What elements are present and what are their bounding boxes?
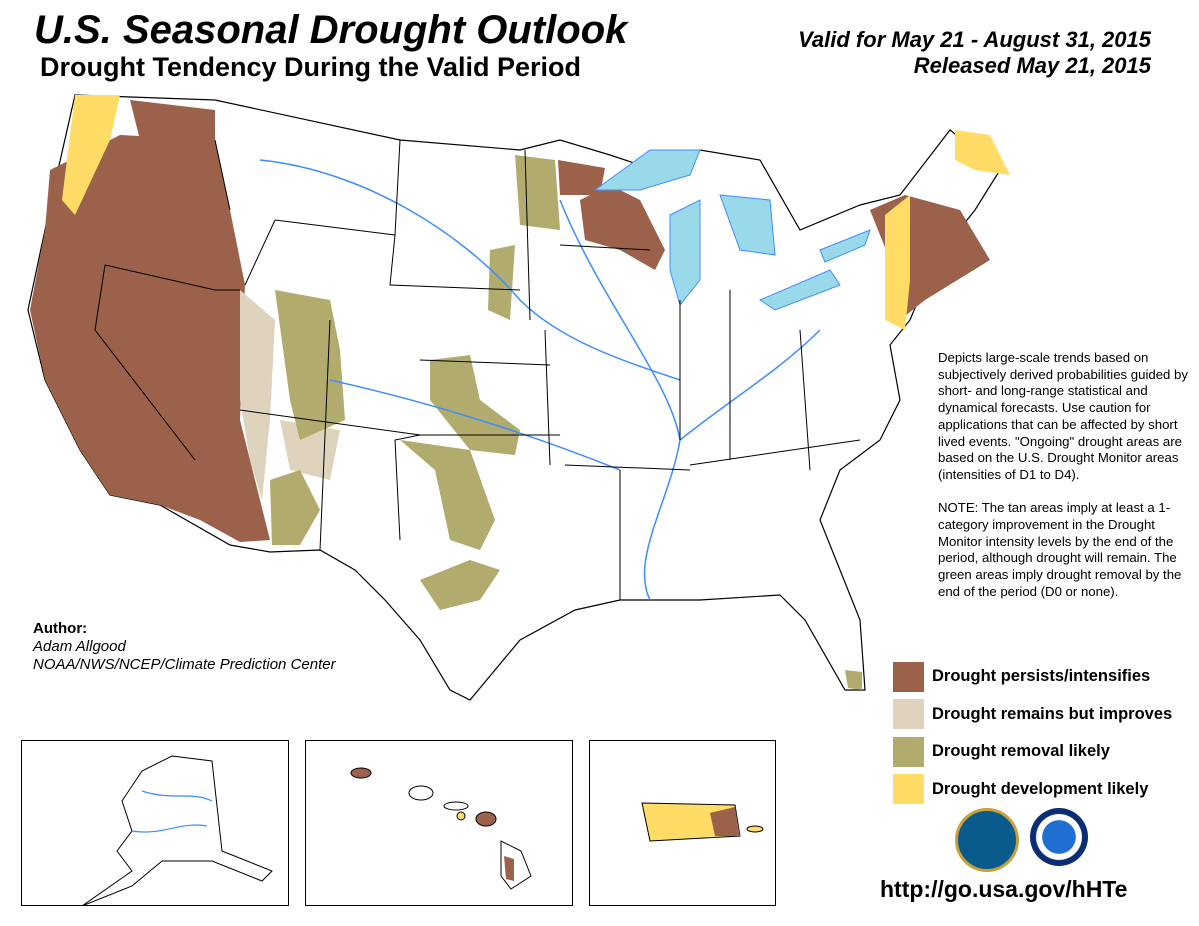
drought-removal-fl <box>845 670 862 690</box>
drought-removal-co <box>275 290 345 440</box>
inset-hawaii <box>305 740 573 906</box>
inset-puerto-rico <box>589 740 776 906</box>
drought-removal-az <box>270 470 320 545</box>
legend: Drought persists/intensifies Drought rem… <box>893 658 1172 808</box>
legend-item-improves: Drought remains but improves <box>893 696 1172 734</box>
author-heading: Author: <box>33 620 88 637</box>
page-title: U.S. Seasonal Drought Outlook <box>34 8 628 52</box>
river-arkansas <box>329 379 621 471</box>
legend-item-removal: Drought removal likely <box>893 733 1172 771</box>
drought-persists-mn <box>558 160 605 195</box>
author-block: Author: Adam Allgood NOAA/NWS/NCEP/Clima… <box>33 620 336 674</box>
state-borders <box>94 139 861 600</box>
drought-development-wa <box>62 95 120 215</box>
drought-removal-sd <box>488 245 515 320</box>
outlook-url-link[interactable]: http://go.usa.gov/hHTe <box>880 876 1128 902</box>
page-subtitle: Drought Tendency During the Valid Period <box>40 52 582 82</box>
explanatory-note: Depicts large-scale trends based on subj… <box>938 350 1198 617</box>
legend-label: Drought persists/intensifies <box>932 667 1151 686</box>
valid-period: Valid for May 21 - August 31, 2015 <box>798 27 1151 52</box>
drought-removal-txs <box>420 560 500 610</box>
release-date: Released May 21, 2015 <box>913 53 1151 78</box>
drought-persists-wi <box>580 185 665 270</box>
drought-removal-nd <box>515 155 560 230</box>
author-organization: NOAA/NWS/NCEP/Climate Prediction Center <box>33 656 336 673</box>
inset-alaska <box>21 740 289 906</box>
legend-swatch-development <box>893 774 924 805</box>
river-mississippi <box>559 199 681 601</box>
hawaii-map <box>350 767 532 890</box>
drought-removal-tx <box>400 440 495 550</box>
legend-swatch-persists <box>893 661 924 692</box>
legend-item-persists: Drought persists/intensifies <box>893 658 1172 696</box>
alaska-map <box>82 755 273 905</box>
legend-item-development: Drought development likely <box>893 771 1172 809</box>
doc-seal-icon <box>955 808 1019 872</box>
puerto-rico-map <box>641 802 764 842</box>
note-paragraph-1: Depicts large-scale trends based on subj… <box>938 350 1188 482</box>
drought-development-ny <box>885 195 910 330</box>
noaa-logo-icon <box>1030 808 1088 866</box>
drought-development-me <box>955 130 1010 175</box>
legend-label: Drought remains but improves <box>932 704 1173 723</box>
legend-swatch-improves <box>893 699 924 730</box>
legend-label: Drought removal likely <box>932 742 1110 761</box>
author-name: Adam Allgood <box>33 638 126 655</box>
river-missouri <box>259 159 681 381</box>
drought-removal-ks <box>430 355 520 455</box>
drought-persists-wa <box>130 100 215 165</box>
great-lakes <box>593 149 871 311</box>
legend-swatch-removal <box>893 736 924 767</box>
validity-info: Valid for May 21 - August 31, 2015 Relea… <box>798 27 1151 79</box>
river-ohio <box>679 329 821 441</box>
note-paragraph-2: NOTE: The tan areas imply at least a 1-c… <box>938 500 1182 599</box>
legend-label: Drought development likely <box>932 779 1149 798</box>
drought-persists-west <box>30 135 270 542</box>
drought-improves-ut <box>240 290 275 500</box>
